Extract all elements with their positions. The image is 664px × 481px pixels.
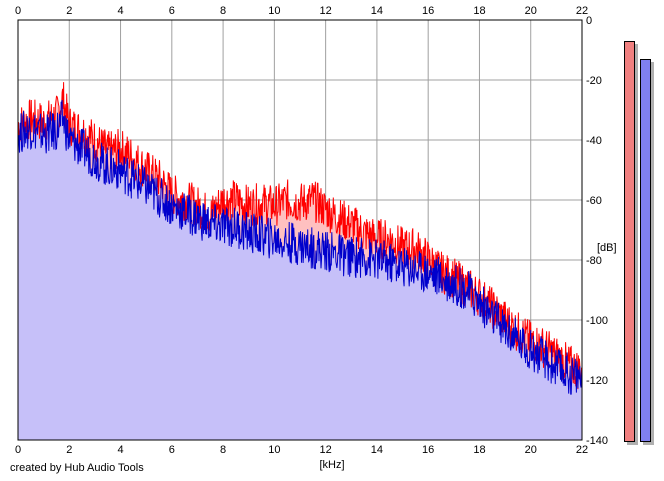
x-tick-label: 20 [525, 444, 537, 456]
x-tick-label-top: 8 [220, 5, 226, 17]
y-tick-label: -20 [586, 75, 602, 87]
x-axis-label: [kHz] [319, 459, 344, 471]
x-tick-label: 16 [422, 444, 434, 456]
x-tick-label-top: 20 [525, 5, 537, 17]
plot-frame [17, 19, 583, 441]
spectrum-lines [17, 82, 583, 395]
x-tick-label: 10 [268, 444, 280, 456]
spectrum-chart: 0 2 4 6 8 10 12 14 16 18 20 22 0 2 4 6 8 10 12 14 16 18 20 22 … [15, 5, 617, 471]
y-tick-label: -140 [586, 435, 608, 447]
x-tick-label-top: 22 [576, 5, 588, 17]
x-tick-label-top: 4 [117, 5, 123, 17]
y-tick-label: -100 [586, 315, 608, 327]
x-tick-label-top: 2 [66, 5, 72, 17]
y-tick-label: -40 [586, 135, 602, 147]
x-tick-label: 4 [117, 444, 123, 456]
x-tick-label-top: 14 [371, 5, 383, 17]
x-tick-label: 6 [169, 444, 175, 456]
x-tick-label: 12 [320, 444, 332, 456]
y-tick-label: -60 [586, 195, 602, 207]
x-tick-label-top: 16 [422, 5, 434, 17]
x-tick-label: 14 [371, 444, 383, 456]
x-ticks-bottom: 0 2 4 6 8 10 12 14 16 18 20 22 [15, 444, 588, 456]
x-tick-label-top: 0 [15, 5, 21, 17]
x-tick-label-top: 12 [320, 5, 332, 17]
x-tick-label: 22 [576, 444, 588, 456]
x-tick-label: 8 [220, 444, 226, 456]
credit-text: created by Hub Audio Tools [10, 462, 144, 474]
right-channel-area [18, 100, 582, 440]
x-tick-label: 18 [473, 444, 485, 456]
x-tick-label-top: 6 [169, 5, 175, 17]
y-ticks: 0 -20 -40 -60 -80 -100 -120 -140 [586, 15, 608, 447]
y-axis-label: [dB] [597, 242, 617, 254]
y-tick-label: -120 [586, 375, 608, 387]
right-channel-line [17, 99, 583, 395]
x-tick-label: 0 [15, 444, 21, 456]
x-tick-label: 2 [66, 444, 72, 456]
x-tick-label-top: 18 [473, 5, 485, 17]
x-ticks-top: 0 2 4 6 8 10 12 14 16 18 20 22 [15, 5, 588, 17]
right-level-meter [640, 59, 651, 442]
left-level-meter [624, 41, 635, 442]
x-tick-label-top: 10 [268, 5, 280, 17]
y-tick-label: 0 [586, 15, 592, 27]
y-tick-label: -80 [586, 255, 602, 267]
